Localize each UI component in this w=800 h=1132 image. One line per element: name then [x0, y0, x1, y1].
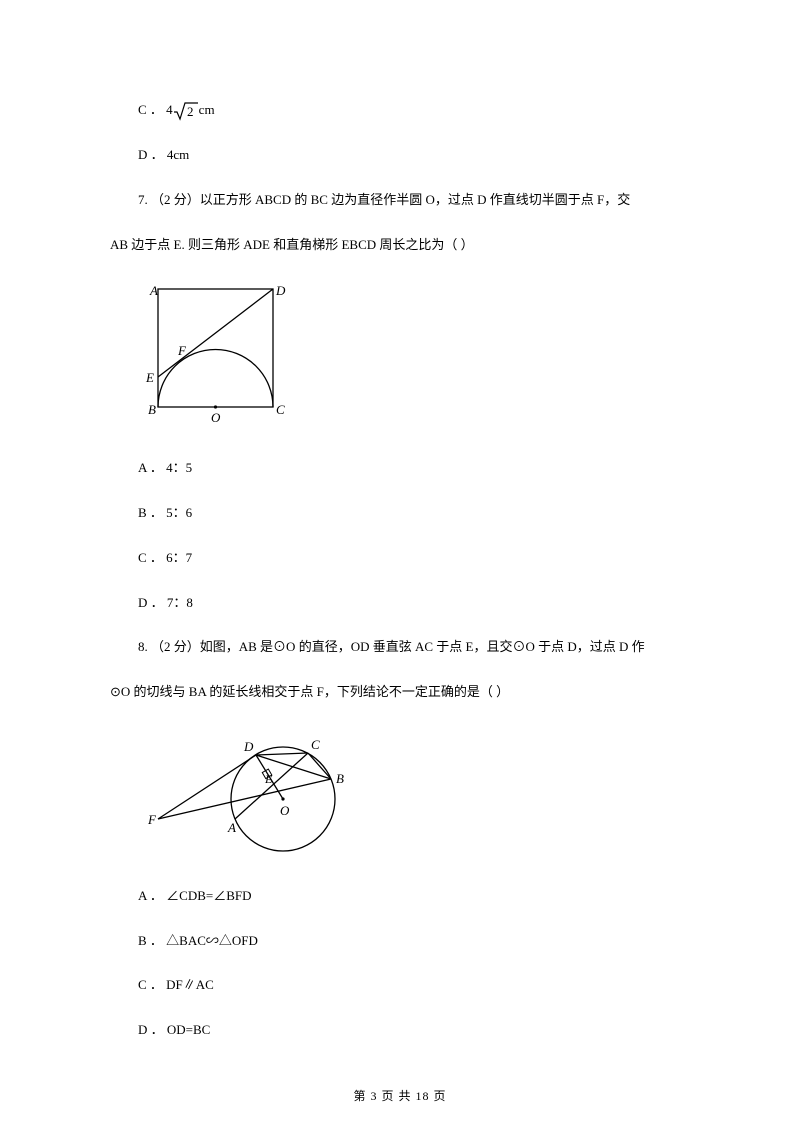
q8-opt-d: D ． OD=BC	[110, 1020, 690, 1041]
q7-text-line2: AB 边于点 E. 则三角形 ADE 和直角梯形 EBCD 周长之比为（ ）	[110, 235, 690, 256]
q7-opt-b: B ． 5：6	[110, 503, 690, 524]
svg-text:F: F	[147, 812, 157, 827]
opt-d-prev: D ． 4cm	[110, 145, 690, 166]
svg-text:C: C	[311, 737, 320, 752]
q8-opt-b: B ． △BAC∽△OFD	[110, 931, 690, 952]
q7-figure: A D B C O E F	[138, 279, 690, 436]
q7-opt-a: A ． 4：5	[110, 458, 690, 479]
q8-figure: F A B C D E O	[138, 727, 690, 864]
q7-opt-c: C ． 6：7	[110, 548, 690, 569]
sqrt2-icon: 2	[173, 101, 199, 121]
q8-opt-c: C ． DF∥AC	[110, 975, 690, 996]
q8-text-line2: ⊙O 的切线与 BA 的延长线相交于点 F，下列结论不一定正确的是（ ）	[110, 682, 690, 703]
opt-c-prefix: C ． 4	[138, 102, 173, 117]
opt-c-unit: cm	[199, 102, 215, 117]
q8-opt-a: A ． ∠CDB=∠BFD	[110, 886, 690, 907]
opt-c-prev: C ． 4 2 cm	[110, 100, 690, 121]
q8-text-line1: 8. （2 分）如图，AB 是⊙O 的直径，OD 垂直弦 AC 于点 E，且交⊙…	[110, 637, 690, 658]
svg-text:A: A	[149, 283, 158, 298]
svg-text:C: C	[276, 402, 285, 417]
svg-text:E: E	[264, 772, 273, 786]
svg-text:B: B	[336, 771, 344, 786]
svg-text:D: D	[275, 283, 286, 298]
svg-text:F: F	[177, 343, 187, 358]
svg-text:O: O	[280, 803, 290, 818]
svg-text:B: B	[148, 402, 156, 417]
svg-text:2: 2	[187, 104, 194, 119]
q7-opt-d: D ． 7：8	[110, 593, 690, 614]
q7-text-line1: 7. （2 分）以正方形 ABCD 的 BC 边为直径作半圆 O，过点 D 作直…	[110, 190, 690, 211]
page-footer: 第 3 页 共 18 页	[0, 1087, 800, 1106]
svg-text:E: E	[145, 370, 154, 385]
svg-text:A: A	[227, 820, 236, 835]
svg-text:O: O	[211, 410, 221, 425]
svg-text:D: D	[243, 739, 254, 754]
